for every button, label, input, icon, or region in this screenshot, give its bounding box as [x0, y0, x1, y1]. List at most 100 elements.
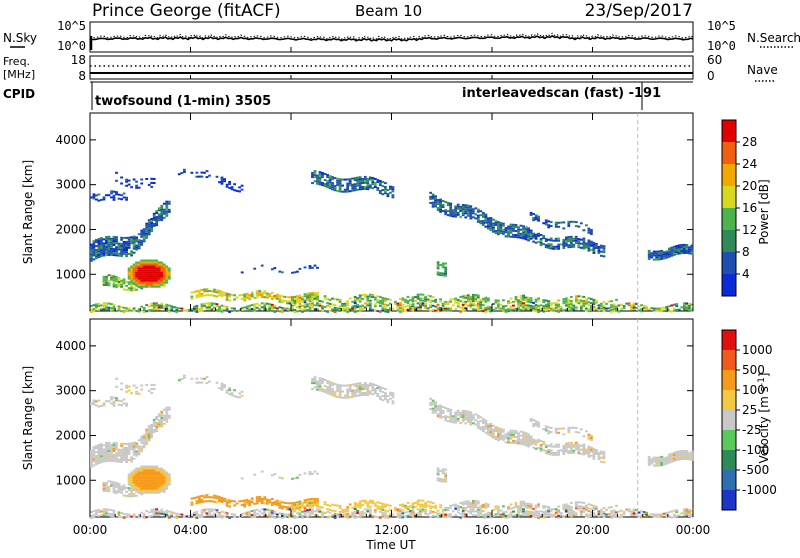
- velocity-cell: [105, 512, 108, 515]
- power-cell: [270, 308, 274, 310]
- power-cell: [657, 258, 661, 261]
- power-cell: [436, 201, 440, 204]
- power-cell: [293, 271, 297, 274]
- power-cell: [431, 201, 435, 204]
- velocity-cell: [112, 404, 116, 407]
- velocity-cell: [368, 499, 372, 502]
- velocity-cell: [147, 483, 151, 486]
- velocity-cell: [479, 505, 483, 508]
- power-cell: [595, 247, 598, 249]
- power-cell: [534, 237, 538, 240]
- power-cell: [574, 299, 578, 302]
- power-cell: [248, 308, 252, 311]
- velocity-cell: [569, 511, 573, 514]
- velocity-cell: [670, 460, 674, 463]
- velocity-cell: [160, 489, 164, 492]
- power-cell: [105, 277, 108, 280]
- power-cell: [466, 204, 470, 207]
- power-cell: [112, 281, 116, 284]
- power-cell: [358, 176, 362, 179]
- velocity-cell: [150, 510, 154, 513]
- power-cell: [205, 308, 209, 311]
- power-cell: [293, 311, 297, 313]
- power-cell: [145, 178, 149, 180]
- velocity-cell: [311, 499, 314, 502]
- power-cell: [145, 279, 149, 282]
- power-cell: [401, 299, 405, 302]
- velocity-cell: [386, 504, 390, 507]
- power-cell: [497, 227, 500, 230]
- velocity-cell: [529, 505, 533, 508]
- velocity-cell: [610, 510, 613, 513]
- velocity-cell: [165, 475, 169, 478]
- power-cell: [519, 224, 523, 227]
- velocity-cell: [145, 442, 149, 445]
- velocity-cell: [125, 384, 128, 387]
- velocity-cell: [147, 433, 151, 436]
- power-cell: [235, 296, 239, 299]
- velocity-cell: [303, 472, 307, 475]
- velocity-cell: [127, 493, 131, 496]
- velocity-cell: [471, 422, 475, 425]
- power-cell: [140, 235, 144, 238]
- velocity-cell: [110, 509, 113, 512]
- power-cell: [92, 254, 96, 257]
- velocity-cell: [102, 485, 106, 488]
- power-cell: [160, 279, 164, 282]
- velocity-cell: [657, 462, 661, 465]
- velocity-cell: [200, 511, 204, 514]
- velocity-cell: [434, 515, 437, 518]
- power-cell: [416, 302, 420, 305]
- velocity-cell: [147, 429, 151, 432]
- power-cell: [577, 302, 581, 305]
- power-cell: [574, 306, 578, 309]
- power-cell: [652, 258, 656, 261]
- velocity-cell: [328, 389, 332, 392]
- power-cell: [331, 308, 334, 311]
- velocity-cell: [484, 431, 488, 434]
- power-cell: [574, 235, 578, 238]
- velocity-cell: [155, 512, 159, 515]
- velocity-cell: [105, 456, 108, 459]
- power-cell: [165, 277, 169, 280]
- velocity-cell: [469, 415, 473, 418]
- velocity-cell: [117, 491, 121, 493]
- velocity-cell: [416, 503, 420, 506]
- power-cell: [368, 302, 372, 305]
- power-cell: [363, 186, 367, 188]
- power-cell: [336, 179, 339, 182]
- power-cell: [607, 300, 611, 303]
- power-cell: [127, 269, 131, 272]
- power-cell: [476, 304, 480, 307]
- power-cell: [233, 183, 236, 186]
- power-cell: [494, 220, 498, 222]
- velocity-cell: [524, 510, 528, 513]
- velocity-cell: [587, 435, 591, 438]
- velocity-cell: [145, 469, 149, 472]
- velocity-cell: [353, 504, 357, 506]
- velocity-cell: [542, 516, 545, 519]
- power-cell: [140, 305, 144, 308]
- power-cell: [165, 269, 169, 272]
- power-cell: [376, 187, 380, 189]
- power-cell: [597, 250, 601, 252]
- power-cell: [333, 306, 337, 309]
- velocity-cell: [316, 382, 319, 385]
- velocity-cell: [92, 458, 96, 461]
- power-cell: [484, 219, 488, 222]
- power-cell: [135, 279, 138, 282]
- velocity-cell: [524, 440, 528, 443]
- power-cell: [504, 235, 508, 238]
- velocity-cell: [341, 396, 344, 399]
- velocity-cell: [205, 512, 209, 515]
- power-cell: [92, 304, 96, 307]
- power-cell: [278, 270, 282, 273]
- velocity-cell: [567, 504, 571, 507]
- power-cell: [140, 271, 144, 274]
- velocity-cell: [517, 509, 520, 512]
- velocity-cell: [497, 429, 500, 432]
- velocity-cell: [135, 452, 138, 455]
- power-cell: [592, 305, 596, 308]
- velocity-cell: [389, 391, 392, 394]
- power-cell: [582, 245, 586, 248]
